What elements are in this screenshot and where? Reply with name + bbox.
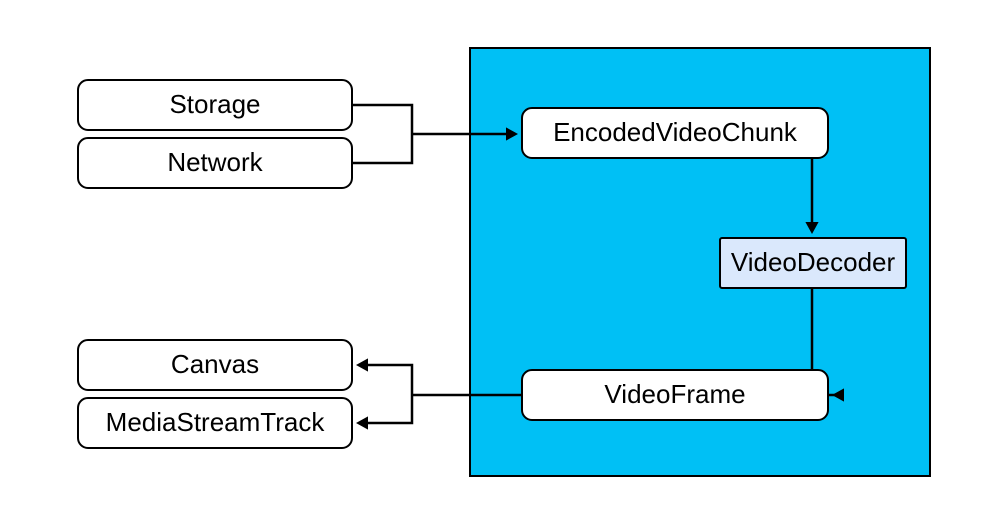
node-video_frame: VideoFrame	[522, 370, 828, 420]
node-storage-label: Storage	[169, 89, 260, 119]
node-network-label: Network	[167, 147, 263, 177]
arrow-frame-to-canvas-media-0	[356, 358, 368, 371]
node-video_decoder-label: VideoDecoder	[731, 247, 896, 277]
node-canvas_box-label: Canvas	[171, 349, 259, 379]
node-video_frame-label: VideoFrame	[604, 379, 745, 409]
node-mediastream-label: MediaStreamTrack	[106, 407, 326, 437]
node-storage: Storage	[78, 80, 352, 130]
arrow-frame-to-canvas-media-1	[356, 416, 368, 429]
node-mediastream: MediaStreamTrack	[78, 398, 352, 448]
node-encoded_chunk: EncodedVideoChunk	[522, 108, 828, 158]
node-network: Network	[78, 138, 352, 188]
node-canvas_box: Canvas	[78, 340, 352, 390]
node-video_decoder: VideoDecoder	[720, 238, 906, 288]
node-encoded_chunk-label: EncodedVideoChunk	[553, 117, 798, 147]
